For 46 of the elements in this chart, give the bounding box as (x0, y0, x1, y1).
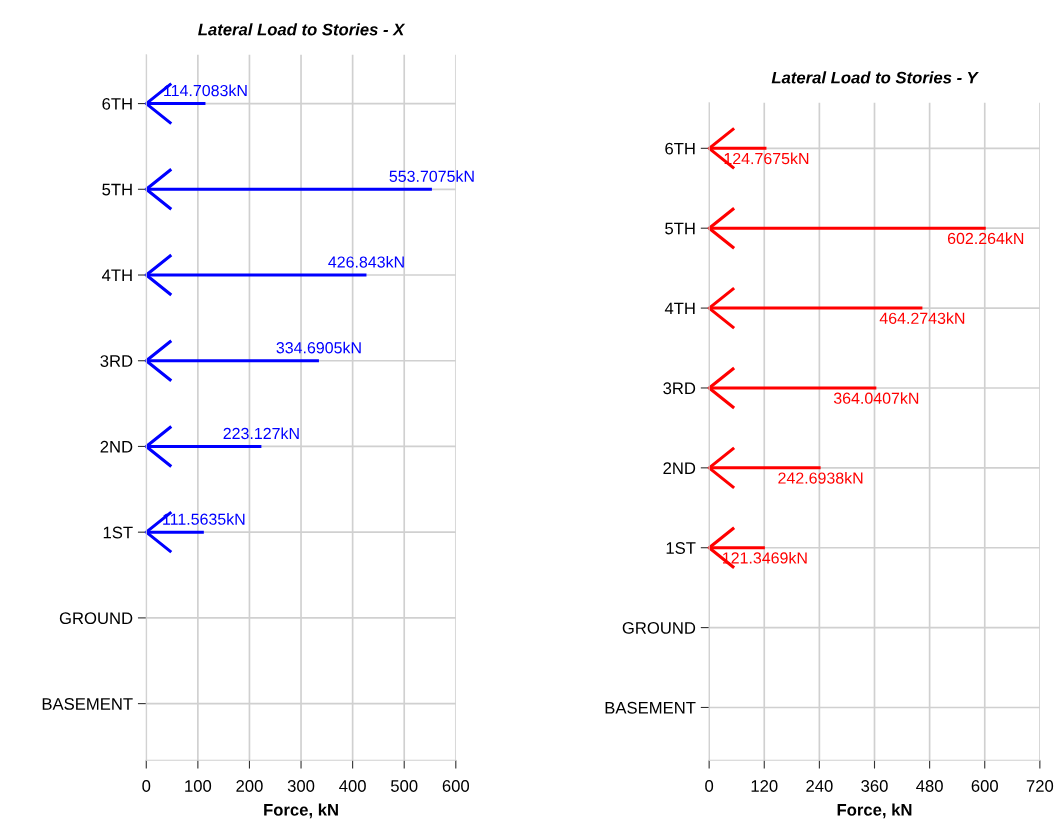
y-tick-label: 2ND (100, 440, 133, 453)
y-tick-label: 1ST (103, 526, 133, 539)
x-tick-label: 360 (861, 780, 888, 792)
data-label: 121.3469kN (723, 551, 807, 564)
y-tick-label: 5TH (665, 222, 695, 235)
data-label: 602.264kN (947, 232, 1024, 245)
x-axis-title: Force, kN (264, 803, 338, 819)
data-label: 553.7075kN (389, 170, 474, 182)
y-tick-label: 3RD (663, 382, 696, 395)
x-tick-label: 400 (339, 780, 366, 792)
y-tick-label: 4TH (664, 302, 695, 315)
data-label: 464.2743kN (879, 312, 965, 324)
x-tick-label: 720 (1026, 780, 1054, 792)
data-label: 223.127kN (223, 427, 299, 440)
x-tick-label: 240 (806, 780, 833, 792)
y-tick-label: 3RD (100, 355, 133, 367)
data-label: 124.7675kN (724, 152, 809, 165)
data-label: 111.5635kN (163, 513, 245, 525)
x-tick-label: 0 (705, 780, 714, 792)
chart-title: Lateral Load to Stories - Y (771, 71, 979, 84)
x-tick-label: 0 (142, 780, 151, 792)
x-tick-label: 100 (185, 780, 212, 792)
y-tick-label: 2ND (663, 462, 696, 474)
chart-title: Lateral Load to Stories - X (198, 23, 406, 36)
x-axis-title: Force, kN (837, 803, 912, 819)
data-label: 426.843kN (328, 255, 404, 268)
y-tick-label: 4TH (101, 269, 132, 282)
y-tick-label: 6TH (102, 97, 132, 110)
x-tick-label: 600 (971, 780, 998, 792)
y-tick-label: 5TH (102, 183, 132, 196)
x-tick-label: 120 (751, 780, 778, 792)
y-tick-label: 6TH (665, 142, 695, 155)
x-tick-label: 600 (442, 780, 470, 792)
data-label: 334.6905kN (276, 341, 361, 354)
data-label: 364.0407kN (833, 392, 919, 404)
y-tick-label: BASEMENT (42, 698, 133, 710)
data-label: 242.6938kN (778, 472, 863, 484)
x-tick-label: 480 (916, 780, 943, 792)
data-label: 114.7083kN (164, 84, 247, 97)
x-tick-label: 300 (287, 780, 315, 792)
x-tick-label: 200 (236, 780, 263, 792)
y-tick-label: GROUND (622, 622, 696, 634)
y-tick-label: 1ST (666, 542, 696, 554)
x-tick-label: 500 (390, 780, 418, 792)
y-tick-label: GROUND (59, 612, 133, 625)
y-tick-label: BASEMENT (605, 701, 696, 714)
